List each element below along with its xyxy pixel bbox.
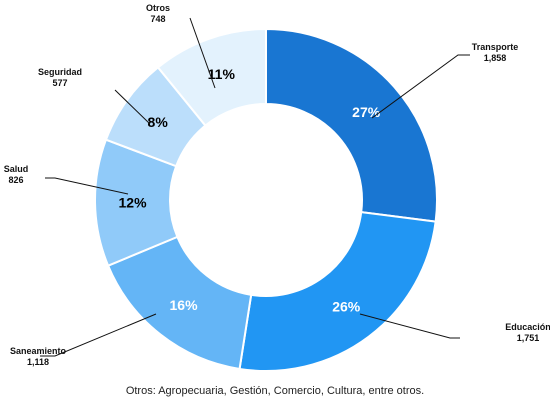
slice-otros xyxy=(156,27,267,127)
percent-label: 12% xyxy=(119,194,148,210)
callout-line xyxy=(371,54,470,119)
callout-line xyxy=(40,313,157,357)
footnote: Otros: Agropecuaria, Gestión, Comercio, … xyxy=(125,385,425,397)
callout-category-label: Transporte xyxy=(472,42,519,52)
percent-labels-group: 27% 26% 16% 12% 8% 11% xyxy=(119,66,381,315)
callout-category-label: Seguridad xyxy=(38,67,82,77)
callout-category-label: Salud xyxy=(4,164,29,174)
callout-value-label: 1,858 xyxy=(484,53,507,63)
callout-line xyxy=(359,313,460,339)
slice-educacion xyxy=(238,210,437,372)
callout-category-label: Saneamiento xyxy=(10,346,67,356)
percent-label: 27% xyxy=(352,104,381,120)
callout-line xyxy=(45,177,129,195)
slices-group xyxy=(94,27,438,372)
callout-value-label: 748 xyxy=(150,14,165,24)
callout-value-label: 577 xyxy=(52,78,67,88)
percent-label: 11% xyxy=(208,66,236,82)
percent-label: 8% xyxy=(148,114,169,130)
callout-line xyxy=(114,89,151,125)
percent-label: 16% xyxy=(170,297,199,313)
slice-transporte xyxy=(265,27,438,223)
callout-value-label: 826 xyxy=(8,175,23,185)
callout-value-label: 1,751 xyxy=(517,333,540,343)
callout-line xyxy=(189,17,216,89)
callout-category-label: Otros xyxy=(146,3,170,13)
callout-category-label: Educación xyxy=(505,322,550,332)
callout-value-label: 1,118 xyxy=(27,357,49,367)
percent-label: 26% xyxy=(332,299,361,315)
